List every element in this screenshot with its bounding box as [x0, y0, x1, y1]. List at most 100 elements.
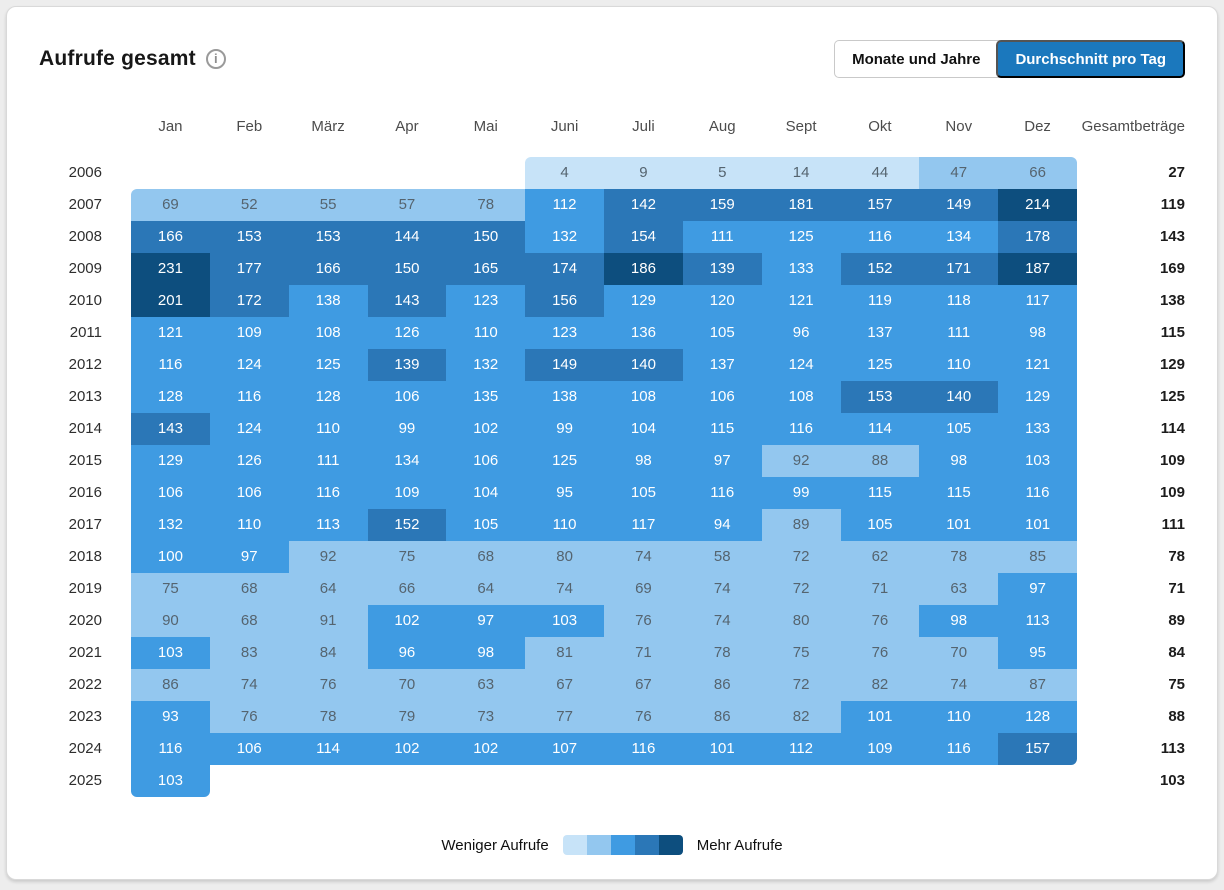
heatmap-cell: 111: [288, 445, 368, 477]
heatmap-cell: 126: [367, 317, 447, 349]
heatmap-cell: 112: [525, 189, 604, 221]
heatmap-cell: 110: [288, 413, 368, 445]
heatmap-cell: 86: [682, 669, 762, 701]
heatmap-cell: 181: [761, 189, 841, 221]
heatmap-cell: 95: [998, 637, 1077, 669]
row-year-label: 2014: [68, 420, 102, 437]
heatmap-cell: 76: [840, 605, 920, 637]
heatmap-grid: 2006 4 9 5 14 44 47 66 27 2007 69 52 55 57 78 112 142 159…: [39, 157, 1185, 797]
heatmap-cell: 231: [131, 253, 210, 285]
heatmap-cell: 134: [367, 445, 447, 477]
heatmap-cell: 105: [446, 509, 526, 541]
row-total-value: 88: [1168, 708, 1185, 725]
heatmap-cell: 57: [367, 189, 447, 221]
heatmap-cell: 110: [209, 509, 289, 541]
heatmap-cell-empty: [919, 765, 998, 797]
heatmap-cell: 74: [919, 669, 999, 701]
row-total-value: 78: [1168, 548, 1185, 565]
heatmap-cell: 114: [840, 413, 920, 445]
row-year-label: 2024: [68, 740, 102, 757]
row-total-value: 169: [1159, 260, 1185, 277]
row-year-label: 2013: [68, 388, 102, 405]
column-header-sept: Sept: [785, 118, 817, 135]
row-total-value: 109: [1159, 484, 1185, 501]
heatmap-cell: 110: [919, 349, 999, 381]
heatmap-cell: 116: [998, 477, 1077, 509]
column-header-jan: Jan: [158, 118, 183, 135]
heatmap-cell: 76: [604, 701, 683, 733]
heatmap-cell: 91: [288, 605, 368, 637]
heatmap-cell: 74: [682, 605, 762, 637]
heatmap-cell: 67: [525, 669, 604, 701]
legend-less-label: Weniger Aufrufe: [441, 836, 549, 854]
heatmap-cell: 106: [131, 477, 210, 509]
heatmap-cell: 103: [525, 605, 604, 637]
heatmap-cell: 99: [525, 413, 604, 445]
info-icon[interactable]: i: [205, 49, 226, 69]
heatmap-cell: 125: [761, 221, 841, 253]
heatmap-column-headers: Jan Feb März Apr Mai Juni Juli Aug Sept Okt Nov Dez…: [39, 111, 1185, 143]
heatmap-cell: 106: [209, 733, 289, 765]
column-header-totals: Gesamtbeträge: [1081, 118, 1185, 135]
heatmap-cell: 72: [761, 573, 841, 605]
heatmap-cell: 135: [446, 381, 526, 413]
heatmap-cell: 107: [525, 733, 604, 765]
heatmap-cell-empty: [368, 765, 447, 797]
heatmap-cell: 76: [209, 701, 289, 733]
heatmap-cell: 132: [131, 509, 210, 541]
heatmap-cell: 86: [682, 701, 762, 733]
row-year-label: 2021: [68, 644, 102, 661]
heatmap-cell: 123: [525, 317, 604, 349]
heatmap-cell: 72: [761, 541, 841, 573]
heatmap-cell-empty: [210, 157, 289, 189]
heatmap-cell: 111: [919, 317, 999, 349]
heatmap-cell: 103: [998, 445, 1077, 477]
heatmap-cell: 87: [998, 669, 1077, 701]
heatmap-cell: 78: [446, 189, 526, 221]
heatmap-cell: 171: [919, 253, 999, 285]
heatmap-cell: 86: [131, 669, 210, 701]
heatmap-cell: 116: [131, 733, 210, 765]
heatmap-cell-empty: [762, 765, 841, 797]
heatmap-cell: 104: [446, 477, 526, 509]
heatmap-cell: 75: [131, 573, 210, 605]
column-header-mai: Mai: [473, 118, 498, 135]
heatmap-cell: 72: [761, 669, 841, 701]
column-header-juni: Juni: [550, 118, 579, 135]
heatmap-cell: 105: [604, 477, 683, 509]
row-total-value: 125: [1159, 388, 1185, 405]
heatmap-cell: 140: [919, 381, 999, 413]
heatmap-cell-empty: [998, 765, 1077, 797]
view-toggle: Monate und Jahre Durchschnitt pro Tag: [834, 40, 1185, 78]
heatmap-cell: 136: [604, 317, 683, 349]
heatmap-cell: 81: [525, 637, 604, 669]
column-header-dez: Dez: [1024, 118, 1051, 135]
heatmap-cell: 166: [288, 253, 368, 285]
heatmap-cell: 128: [288, 381, 368, 413]
heatmap-cell-empty: [525, 765, 604, 797]
column-header-nov: Nov: [945, 118, 973, 135]
heatmap-cell: 187: [998, 253, 1077, 285]
heatmap-cell: 108: [604, 381, 683, 413]
legend-swatch-level-1: [562, 835, 587, 855]
heatmap-cell: 75: [367, 541, 447, 573]
heatmap-cell: 104: [604, 413, 683, 445]
heatmap-cell: 132: [525, 221, 604, 253]
heatmap-cell: 116: [604, 733, 683, 765]
heatmap-cell: 113: [288, 509, 368, 541]
heatmap-cell: 98: [446, 637, 526, 669]
heatmap-cell: 139: [682, 253, 762, 285]
stats-card: Aufrufe gesamt i Monate und Jahre Durchs…: [6, 6, 1218, 880]
legend-swatch-level-3: [610, 835, 635, 855]
row-year-label: 2007: [68, 196, 102, 213]
heatmap-cell: 125: [840, 349, 920, 381]
heatmap-cell: 66: [367, 573, 447, 605]
row-total-value: 75: [1168, 676, 1185, 693]
heatmap-cell: 103: [131, 637, 210, 669]
heatmap-cell: 97: [998, 573, 1077, 605]
toggle-monate-und-jahre-button[interactable]: Monate und Jahre: [834, 40, 1003, 78]
heatmap-cell: 92: [288, 541, 368, 573]
heatmap-cell: 113: [998, 605, 1077, 637]
heatmap-cell-empty: [604, 765, 683, 797]
toggle-durchschnitt-pro-tag-button[interactable]: Durchschnitt pro Tag: [996, 40, 1185, 78]
